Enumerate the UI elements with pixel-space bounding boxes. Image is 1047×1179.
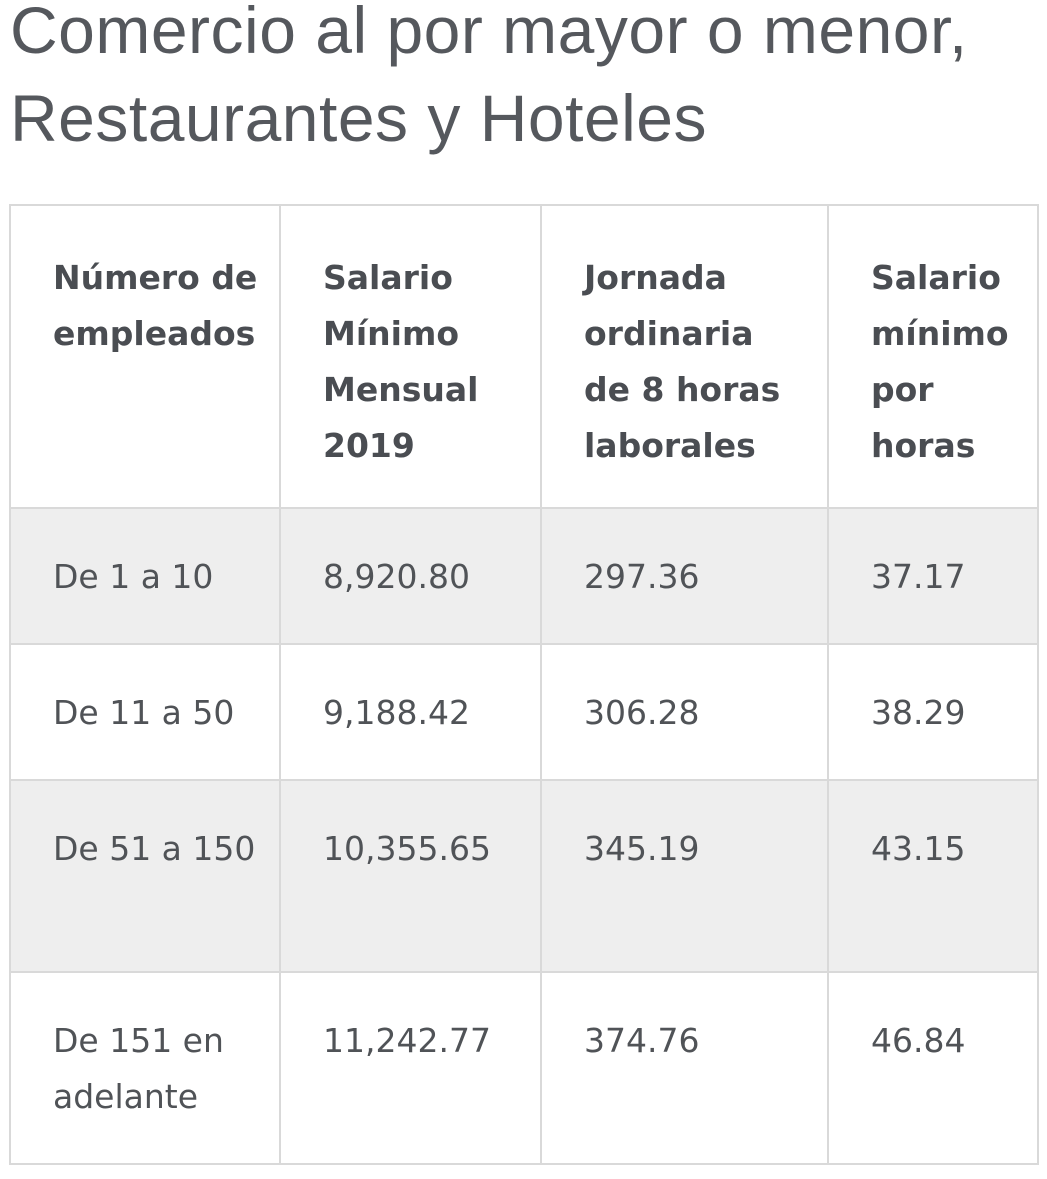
- cell-hourly-salary: 43.15: [827, 779, 1039, 973]
- table-row: De 11 a 50 9,188.42 306.28 38.29: [9, 643, 1039, 781]
- cell-daily-shift: 297.36: [540, 507, 829, 645]
- cell-hourly-salary: 37.17: [827, 507, 1039, 645]
- table-row: De 1 a 10 8,920.80 297.36 37.17: [9, 507, 1039, 645]
- cell-employees: De 151 en adelante: [9, 971, 281, 1165]
- cell-hourly-salary: 38.29: [827, 643, 1039, 781]
- cell-monthly-salary: 9,188.42: [279, 643, 542, 781]
- table-row: De 151 en adelante 11,242.77 374.76 46.8…: [9, 971, 1039, 1165]
- cell-monthly-salary: 10,355.65: [279, 779, 542, 973]
- table-header-row: Número de empleados Salario Mínimo Mensu…: [9, 204, 1039, 509]
- cell-monthly-salary: 11,242.77: [279, 971, 542, 1165]
- header-employees: Número de empleados: [9, 204, 281, 509]
- header-monthly-salary: Salario Mínimo Mensual 2019: [279, 204, 542, 509]
- cell-daily-shift: 345.19: [540, 779, 829, 973]
- header-hourly-salary: Salario mínimo por horas: [827, 204, 1039, 509]
- cell-employees: De 1 a 10: [9, 507, 281, 645]
- table-row: De 51 a 150 10,355.65 345.19 43.15: [9, 779, 1039, 973]
- cell-monthly-salary: 8,920.80: [279, 507, 542, 645]
- cell-daily-shift: 374.76: [540, 971, 829, 1165]
- salary-table: Número de empleados Salario Mínimo Mensu…: [9, 204, 1039, 1165]
- cell-employees: De 11 a 50: [9, 643, 281, 781]
- header-daily-shift: Jornada ordinaria de 8 horas laborales: [540, 204, 829, 509]
- page-title: Comercio al por mayor o menor, Restauran…: [10, 0, 968, 155]
- cell-hourly-salary: 46.84: [827, 971, 1039, 1165]
- cell-daily-shift: 306.28: [540, 643, 829, 781]
- cell-employees: De 51 a 150: [9, 779, 281, 973]
